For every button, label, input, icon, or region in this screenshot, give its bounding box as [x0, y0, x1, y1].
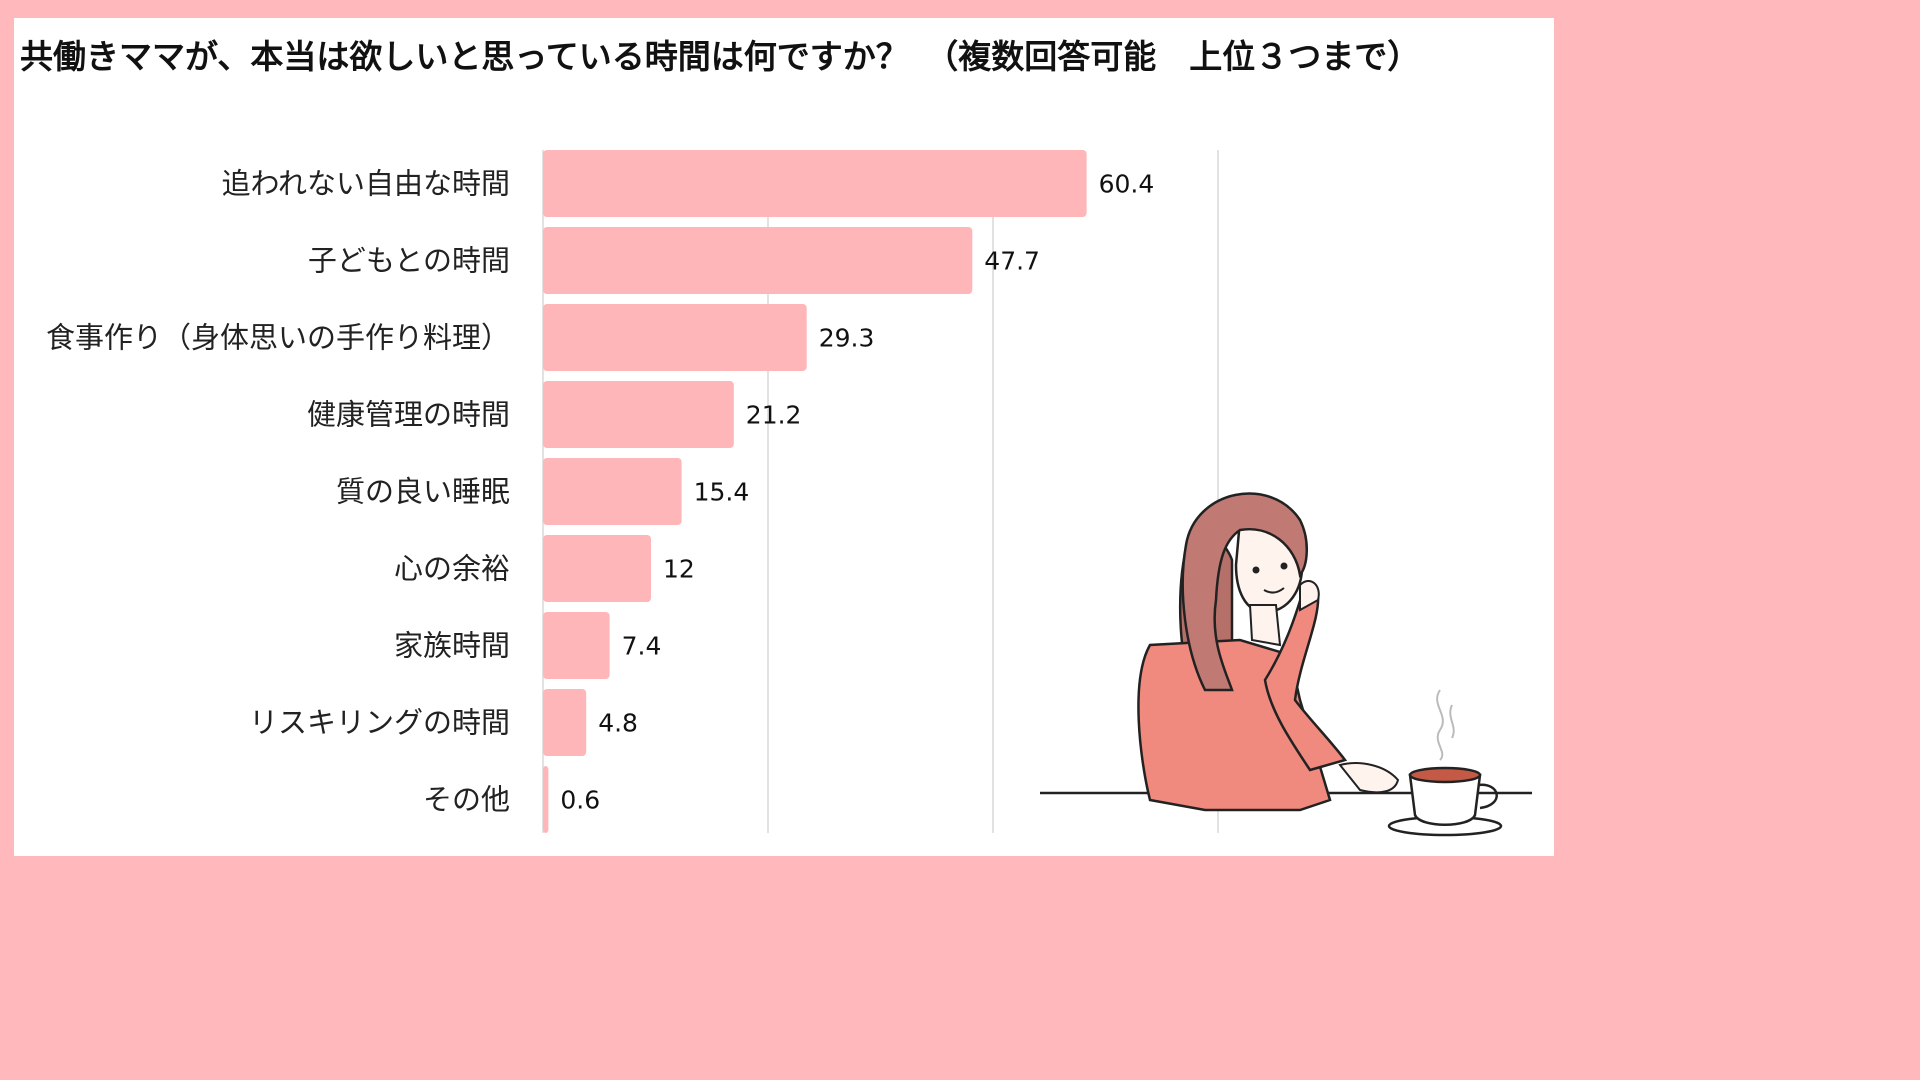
value-label-1: 60.4 — [1099, 170, 1155, 199]
value-label-8: 4.8 — [598, 709, 638, 738]
bar-3 — [543, 304, 807, 371]
category-label-8: リスキリングの時間 — [249, 706, 510, 740]
category-label-3: 食事作り（身体思いの手作り料理） — [46, 321, 510, 355]
bar-6 — [543, 535, 651, 602]
category-label-9: その他 — [423, 783, 510, 817]
woman-illustration — [1040, 492, 1532, 837]
value-label-3: 29.3 — [819, 324, 875, 353]
value-label-6: 12 — [663, 555, 695, 584]
bar-9 — [543, 766, 549, 833]
bar-2 — [543, 227, 973, 294]
category-label-1: 追われない自由な時間 — [221, 167, 510, 201]
bars — [543, 150, 1087, 833]
chart-title: 共働きママが、本当は欲しいと思っている時間は何ですか？ （複数回答可能 上位３つ… — [20, 37, 1421, 76]
category-label-5: 質の良い睡眠 — [336, 475, 510, 509]
category-label-2: 子どもとの時間 — [308, 244, 510, 278]
bar-1 — [543, 150, 1087, 217]
bar-8 — [543, 689, 587, 756]
value-label-2: 47.7 — [984, 247, 1040, 276]
bar-5 — [543, 458, 682, 525]
bar-4 — [543, 381, 734, 448]
labels: 追われない自由な時間 60.4 子どもとの時間 47.7 食事作り（身体思いの手作り料理… — [46, 167, 1154, 817]
value-label-7: 7.4 — [622, 632, 662, 661]
category-label-7: 家族時間 — [394, 629, 510, 663]
category-label-4: 健康管理の時間 — [307, 398, 510, 432]
value-label-9: 0.6 — [560, 786, 600, 815]
bar-chart: 追われない自由な時間 60.4 子どもとの時間 47.7 食事作り（身体思いの手作り料理… — [46, 150, 1532, 837]
value-label-4: 21.2 — [746, 401, 802, 430]
category-label-6: 心の余裕 — [394, 552, 510, 586]
value-label-5: 15.4 — [694, 478, 750, 507]
bar-7 — [543, 612, 610, 679]
